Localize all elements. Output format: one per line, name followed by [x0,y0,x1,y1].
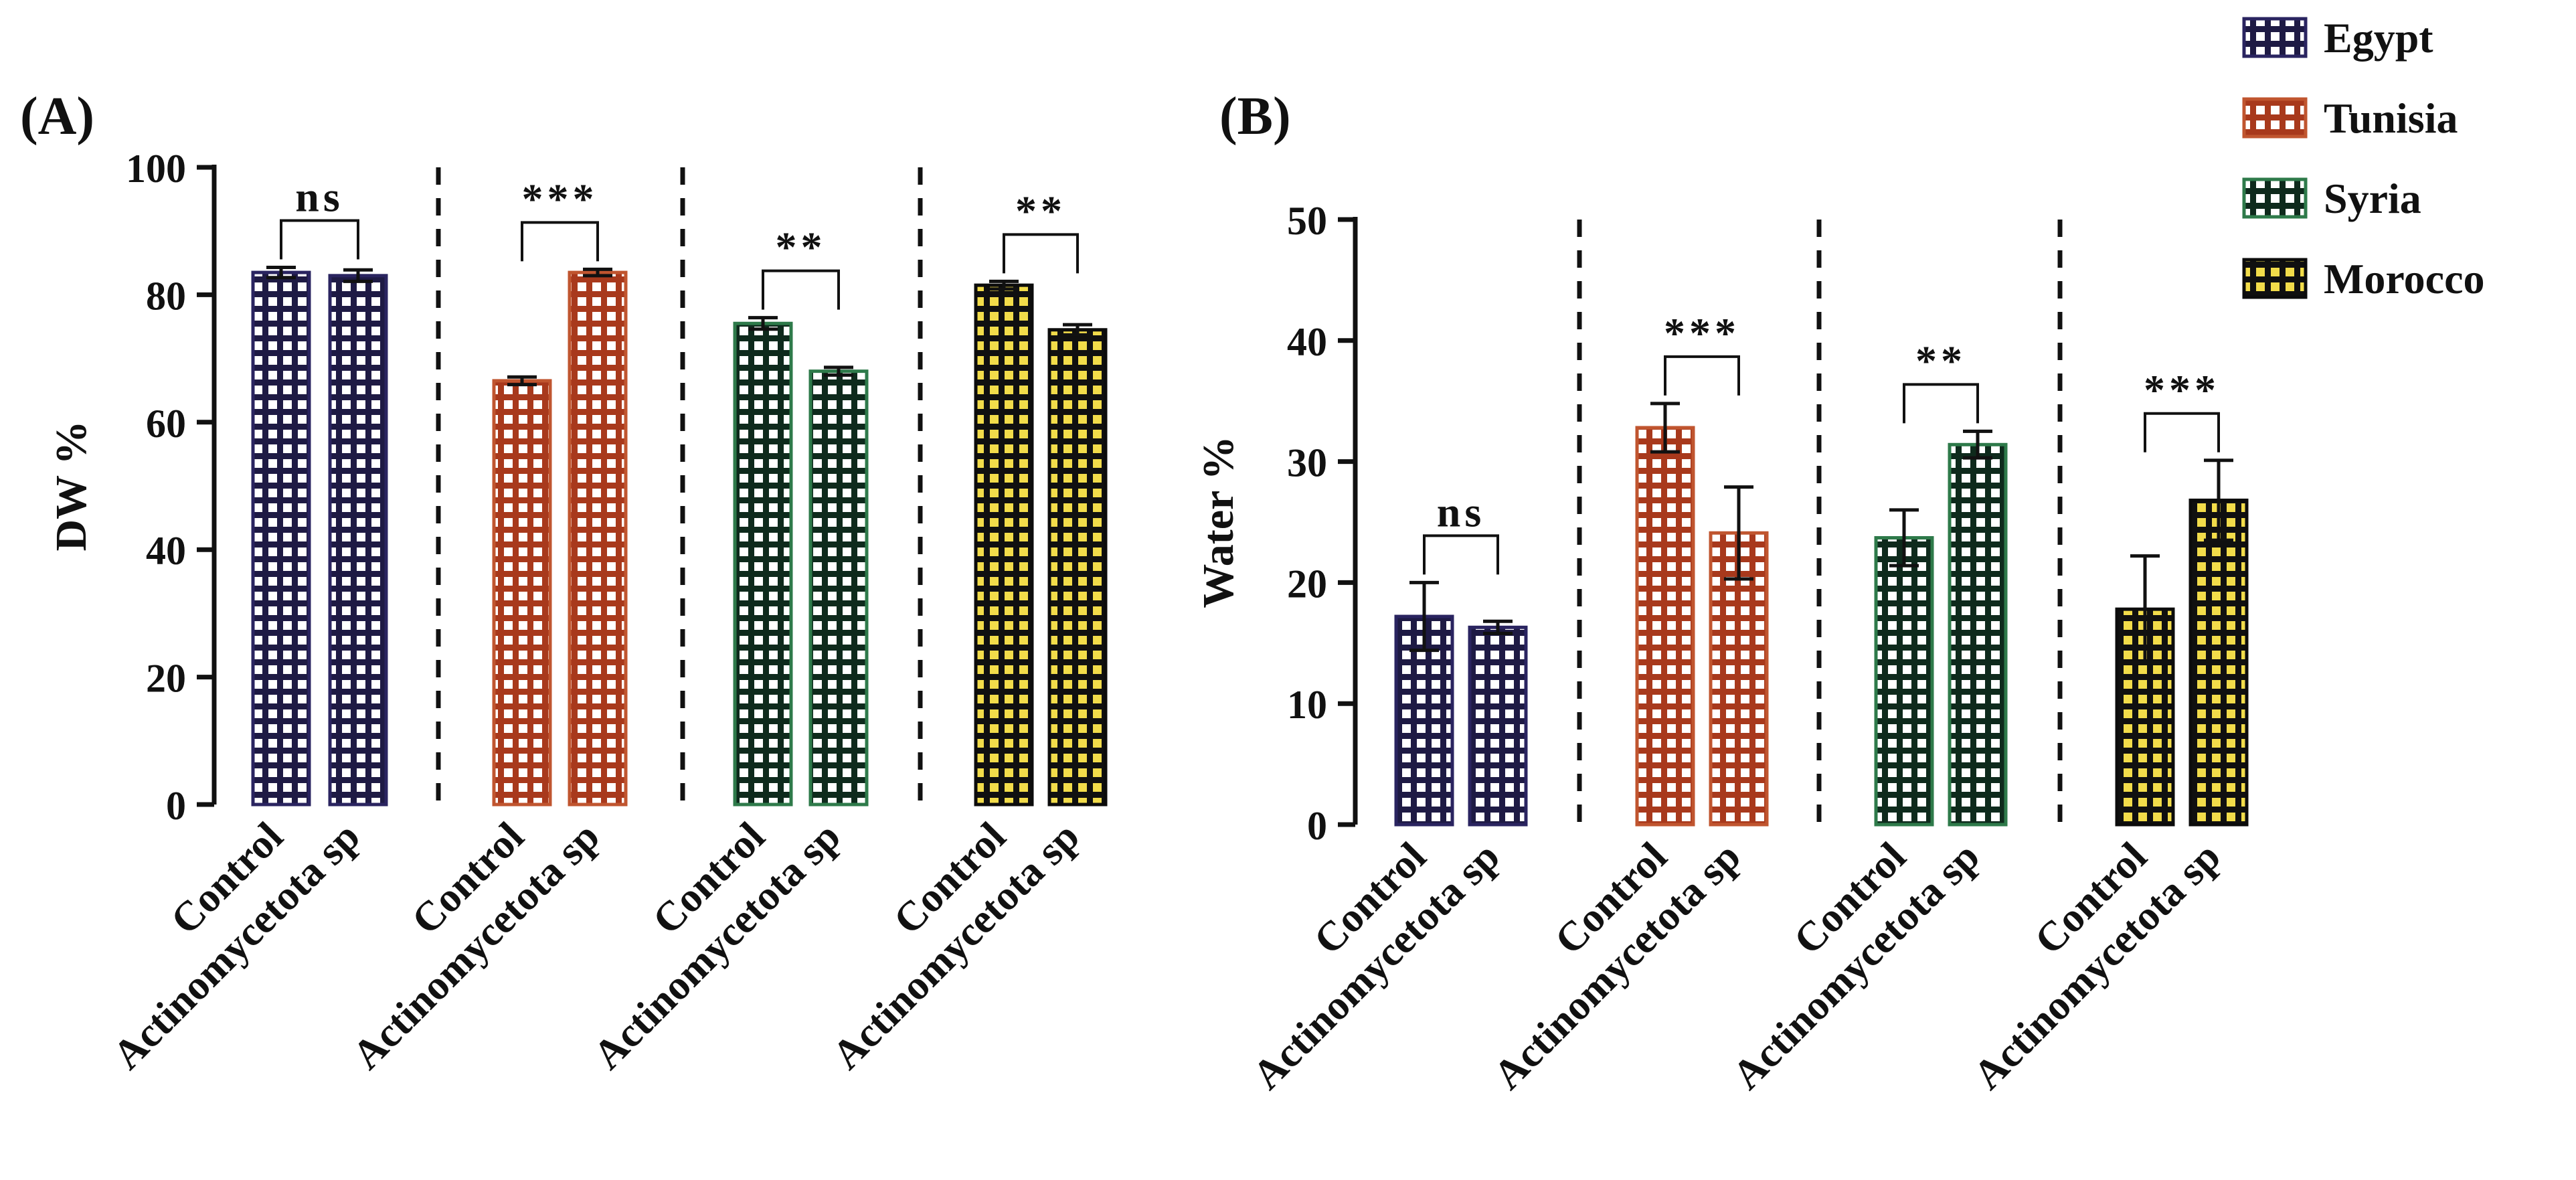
bar-tunisia-control [492,379,552,807]
significance-bracket [2144,412,2220,452]
legend-label-morocco: Morocco [2324,255,2484,303]
bar-egypt-treated [1468,625,1528,827]
y-tick-label: 20 [146,657,186,701]
bar-egypt-treated [328,274,388,807]
chart-panel-B: (B)Water %01020304050ControlActinomyceto… [1194,87,2249,1098]
error-bar [1724,485,1753,581]
bar-morocco-treated [2188,498,2249,827]
panel-label: (B) [1219,87,1291,146]
significance-bracket [1423,534,1499,575]
bar-syria-control [1874,536,1934,827]
legend-label-egypt: Egypt [2324,14,2433,62]
bar-syria-treated [808,369,869,807]
error-bar [266,265,296,280]
error-bar [1650,402,1680,454]
y-axis-label: DW % [47,421,96,552]
y-tick-label: 60 [146,402,186,446]
legend-swatch-tunisia [2242,97,2308,139]
y-tick-label: 80 [146,274,186,318]
significance-label: *** [1664,309,1740,357]
bar-morocco-control [974,283,1034,807]
significance-bracket [1003,233,1079,274]
error-bar [748,316,778,331]
y-tick-label: 50 [1287,199,1327,243]
significance-label: ns [1437,488,1486,535]
y-tick-label: 40 [1287,320,1327,364]
legend-swatch-morocco [2242,258,2308,299]
legend-label-syria: Syria [2324,175,2421,222]
error-bar [1409,580,1439,653]
significance-label: *** [2144,366,2220,414]
significance-bracket [762,269,840,310]
y-axis-label: Water % [1194,436,1243,608]
y-tick-label: 40 [146,529,186,573]
y-tick-label: 20 [1287,562,1327,606]
bar-tunisia-control [1635,426,1695,827]
error-bar [2204,458,2233,542]
significance-label: ** [1915,337,1966,384]
error-bar [2130,554,2160,665]
significance-bracket [521,221,599,262]
legend-label-tunisia: Tunisia [2324,94,2458,142]
error-bar [1063,323,1092,337]
legend-swatch-syria [2242,177,2308,219]
error-bar [1963,429,1992,460]
significance-label: *** [522,175,598,222]
significance-bracket [1664,355,1740,396]
error-bar [507,375,537,387]
error-bar [343,268,373,283]
legend: Egypt Tunisia Syria Morocco [2242,14,2484,303]
y-tick-label: 30 [1287,441,1327,485]
y-tick-label: 100 [126,147,186,191]
y-tick-label: 0 [166,784,186,828]
bar-tunisia-treated [1709,531,1769,827]
significance-bracket [1903,383,1979,424]
bar-tunisia-treated [568,270,628,807]
error-bar [1483,619,1513,635]
bar-egypt-control [251,270,311,807]
significance-label: ** [776,224,827,271]
y-tick-label: 0 [1307,804,1327,848]
y-tick-label: 10 [1287,683,1327,727]
error-bar [1889,508,1919,568]
bar-syria-control [733,321,793,807]
bar-morocco-treated [1047,328,1108,807]
significance-label: ** [1015,187,1066,234]
panel-label: (A) [20,87,94,146]
significance-bracket [280,219,359,260]
significance-label: ns [295,173,344,220]
chart-panel-A: (A)DW %020406080100ControlActinomycetota… [20,87,1108,1078]
error-bar [989,279,1019,291]
bar-syria-treated [1948,442,2008,827]
legend-swatch-egypt [2242,17,2308,58]
error-bar [583,267,612,278]
error-bar [824,365,853,377]
